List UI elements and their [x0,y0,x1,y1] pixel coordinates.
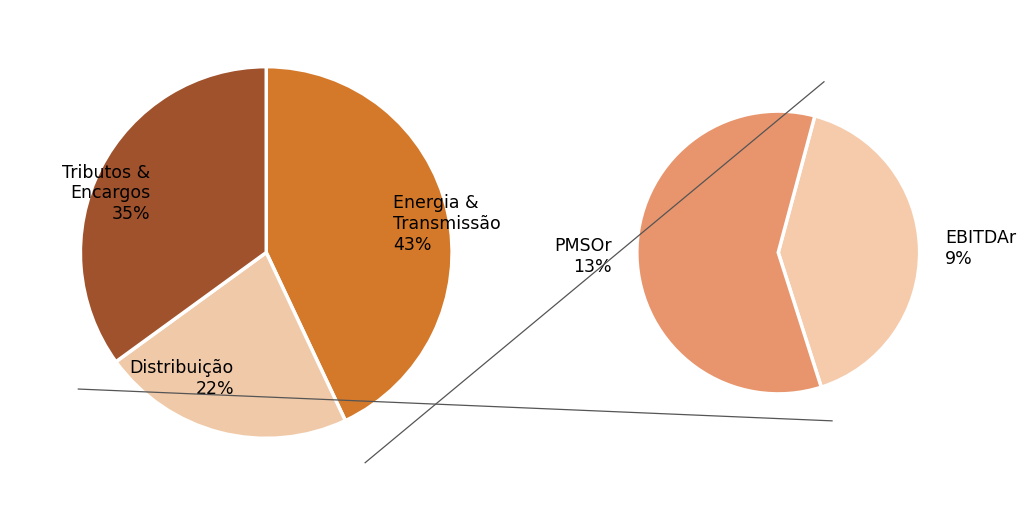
Text: PMSOr
13%: PMSOr 13% [554,237,611,276]
Wedge shape [266,67,452,421]
Text: Tributos &
Encargos
35%: Tributos & Encargos 35% [62,164,151,223]
Wedge shape [116,252,345,438]
Wedge shape [778,116,920,387]
Text: Energia &
Transmissão
43%: Energia & Transmissão 43% [393,194,501,254]
Wedge shape [637,111,821,394]
Text: Distribuição
22%: Distribuição 22% [130,359,233,398]
Wedge shape [81,67,266,362]
Text: EBITDAr
9%: EBITDAr 9% [945,229,1016,268]
